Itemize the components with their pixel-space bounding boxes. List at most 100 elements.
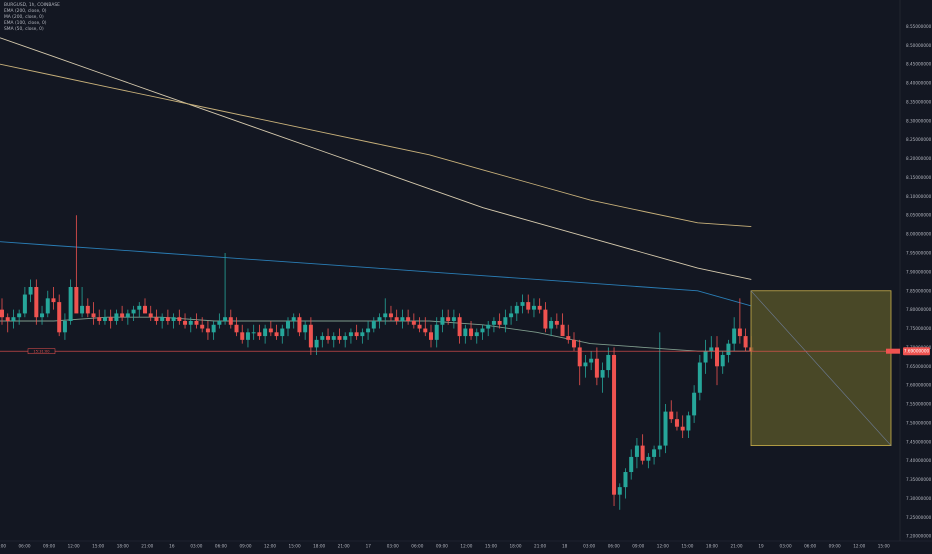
candle-body xyxy=(737,328,742,337)
candle-body xyxy=(171,317,176,321)
candle-body xyxy=(154,317,159,321)
time-tick-label: 09:00 xyxy=(239,544,251,549)
candle-body xyxy=(137,305,142,310)
candle-body xyxy=(560,324,565,337)
time-tick-label: 17 xyxy=(366,544,372,549)
time-tick-label: 06:00 xyxy=(608,544,620,549)
time-tick-label: 19 xyxy=(758,544,764,549)
price-tick-label: 8.55000000 xyxy=(906,24,932,29)
legend-indicator-ema100[interactable]: EMA (100, close, 0) xyxy=(4,21,47,26)
price-tick-label: 7.65000000 xyxy=(906,364,932,369)
legend-indicator-ema200[interactable]: EMA (200, close, 0) xyxy=(4,9,47,14)
price-tick-label: 7.85000000 xyxy=(906,288,932,293)
candle-body xyxy=(91,313,96,318)
candle-body xyxy=(600,370,605,378)
candle-body xyxy=(108,317,113,321)
candle-body xyxy=(440,317,445,325)
price-tick-label: 8.45000000 xyxy=(906,62,932,67)
price-tick-label: 7.90000000 xyxy=(906,269,932,274)
candle-body xyxy=(400,317,405,321)
candle-body xyxy=(51,298,56,303)
time-tick-label: 15:00 xyxy=(681,544,693,549)
price-tick-label: 7.20000000 xyxy=(906,534,932,539)
candle-body xyxy=(326,336,331,340)
time-tick-label: 18:00 xyxy=(313,544,325,549)
candle-body xyxy=(692,392,697,416)
time-tick-label: 21:00 xyxy=(730,544,742,549)
candle-body xyxy=(577,347,582,367)
time-tick-label: 12:00 xyxy=(68,544,80,549)
candle-body xyxy=(80,305,85,314)
time-tick-label: 06:00 xyxy=(804,544,816,549)
candle-body xyxy=(486,324,491,329)
candle-body xyxy=(366,328,371,333)
candle-body xyxy=(451,317,456,321)
candle-body xyxy=(280,328,285,337)
candle-body xyxy=(68,286,73,321)
price-tick-label: 8.40000000 xyxy=(906,81,932,86)
candle-body xyxy=(194,320,199,325)
candle-body xyxy=(589,358,594,363)
time-tick-label: 21:00 xyxy=(534,544,546,549)
candle-body xyxy=(320,336,325,340)
candle-body xyxy=(17,313,22,318)
candle-body xyxy=(228,317,233,325)
time-tick-label: 09:00 xyxy=(829,544,841,549)
candle-body xyxy=(383,313,388,318)
candle-body xyxy=(188,320,193,325)
candle-body xyxy=(634,445,639,457)
candle-body xyxy=(377,317,382,321)
candle-body xyxy=(423,328,428,333)
candle-body xyxy=(669,411,674,420)
candle-body xyxy=(131,309,136,314)
candle-body xyxy=(165,317,170,321)
candle-body xyxy=(686,415,691,431)
candle-body xyxy=(543,309,548,329)
ma-line-0 xyxy=(0,37,752,280)
current-price-tag xyxy=(903,347,930,356)
candle-body xyxy=(125,313,130,318)
time-tick-label: 03:00 xyxy=(583,544,595,549)
candle-body xyxy=(491,320,496,325)
candle-body xyxy=(646,456,651,461)
price-tick-label: 7.60000000 xyxy=(906,383,932,388)
candle-body xyxy=(417,324,422,329)
candle-body xyxy=(331,336,336,340)
candle-body xyxy=(45,298,50,314)
price-tick-label: 8.15000000 xyxy=(906,175,932,180)
price-tick-label: 8.10000000 xyxy=(906,194,932,199)
candle-body xyxy=(85,305,90,314)
candle-body xyxy=(177,317,182,321)
time-tick-label: 16 xyxy=(169,544,175,549)
ma-line-1 xyxy=(0,63,752,228)
time-tick-label: 15:00 xyxy=(485,544,497,549)
price-marker xyxy=(886,348,900,354)
candle-body xyxy=(314,339,319,348)
moving-average-layer xyxy=(0,37,752,352)
candle-body xyxy=(709,347,714,352)
candle-body xyxy=(268,328,273,333)
candle-body xyxy=(429,332,433,340)
time-tick-label: 18:00 xyxy=(706,544,718,549)
candle-body xyxy=(5,317,10,321)
time-tick-label: 12:00 xyxy=(264,544,276,549)
price-tick-label: 7.55000000 xyxy=(906,402,932,407)
legend-symbol[interactable]: BURGUSD, 1h, COINBASE xyxy=(4,3,60,8)
candle-body xyxy=(0,309,4,318)
candle-body xyxy=(308,324,313,348)
candle-body xyxy=(612,354,617,495)
price-tick-label: 8.30000000 xyxy=(906,118,932,123)
legend-indicator-ma200[interactable]: MA (200, close, 0) xyxy=(4,15,44,20)
candle-body xyxy=(434,324,439,340)
candle-body xyxy=(257,332,262,337)
candle-body xyxy=(291,317,296,321)
overlay-layer: 15:31:00 xyxy=(0,290,900,446)
candle-body xyxy=(680,426,685,431)
time-axis-bg xyxy=(0,541,932,550)
candle-body xyxy=(497,320,502,325)
legend-indicator-sma50[interactable]: SMA (50, close, 0) xyxy=(4,27,44,32)
candle-body xyxy=(211,324,216,333)
candle-body xyxy=(566,336,571,340)
